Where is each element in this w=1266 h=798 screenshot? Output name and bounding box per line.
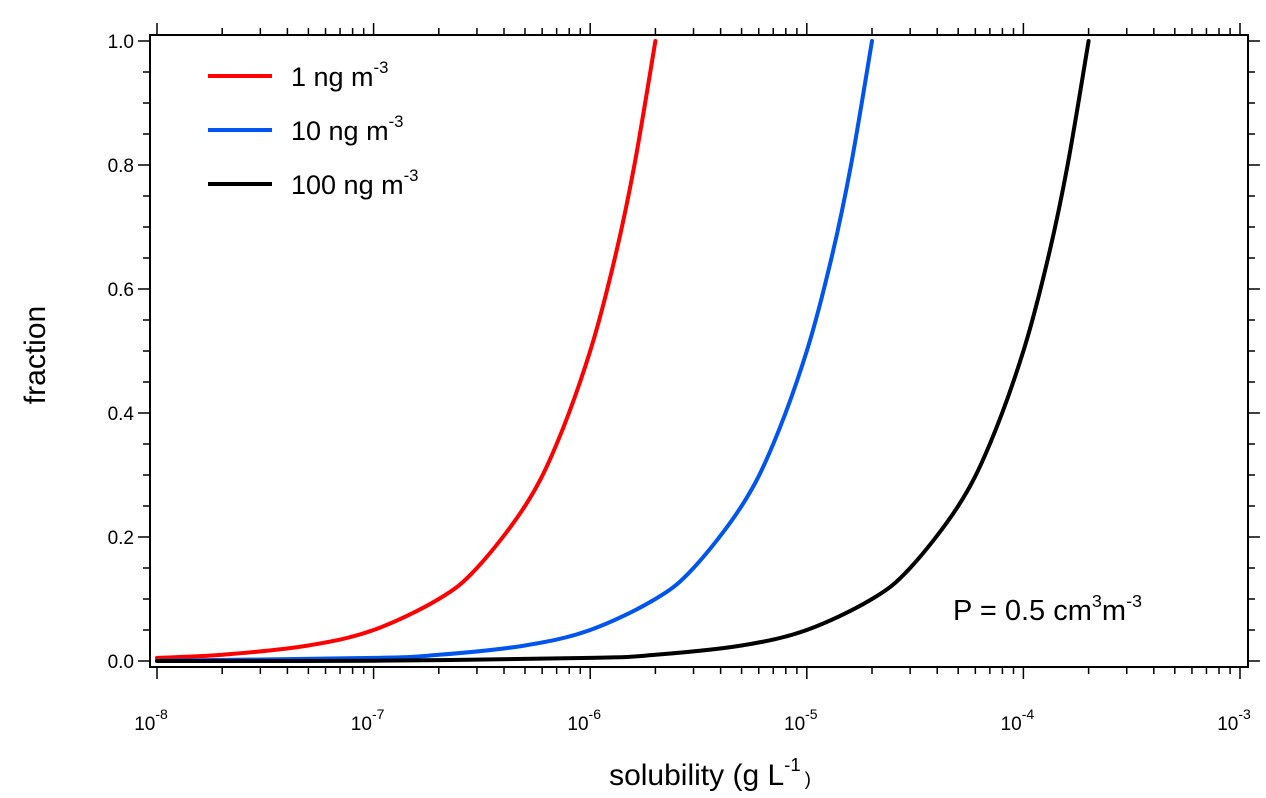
x-tick-label: 10-8	[134, 706, 168, 735]
x-tick-label: 10-6	[567, 706, 601, 735]
series-line-2	[155, 39, 874, 663]
y-tick-labels: 0.0 0.2 0.4 0.6 0.8 1.0	[108, 32, 135, 673]
x-tick-labels: 10-8 10-7 10-6 10-5 10-4 10-3	[134, 706, 1251, 735]
x-axis-label: solubility (g L-1)	[609, 754, 811, 792]
x-tick-label: 10-5	[784, 706, 818, 735]
series-layer	[155, 39, 1091, 664]
legend-label-1: 1 ng m-3	[291, 58, 388, 92]
pressure-annotation: P = 0.5 cm3m-3	[953, 591, 1142, 627]
axis-ticks	[138, 23, 1260, 679]
x-tick-label: 10-4	[1001, 706, 1035, 735]
y-tick-label: 0.6	[108, 280, 134, 301]
y-tick-label: 0.2	[108, 528, 134, 549]
y-tick-label: 1.0	[108, 32, 134, 53]
y-tick-label: 0.8	[108, 156, 134, 177]
x-tick-label: 10-7	[351, 706, 385, 735]
legend-label-2: 10 ng m-3	[291, 112, 403, 146]
y-axis-label: fraction	[19, 306, 52, 404]
y-tick-label: 0.4	[108, 404, 135, 425]
y-tick-label: 0.0	[108, 652, 134, 673]
series-line-1	[155, 39, 658, 660]
legend: 1 ng m-3 10 ng m-3 100 ng m-3	[208, 58, 418, 200]
legend-label-3: 100 ng m-3	[291, 166, 418, 200]
x-tick-label: 10-3	[1217, 706, 1251, 735]
series-line-3	[155, 39, 1091, 664]
